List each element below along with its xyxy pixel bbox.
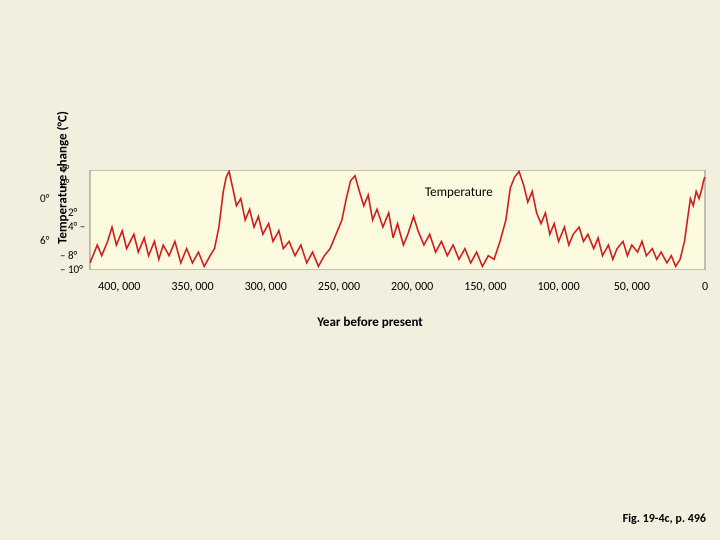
temperature-line-chart (30, 170, 710, 270)
figure-caption: Fig. 19-4c, p. 496 (623, 512, 706, 526)
x-tick: 400, 000 (98, 280, 140, 294)
y-tick: 2° (60, 177, 69, 190)
y-tick: – 10° (60, 263, 83, 276)
x-tick: 350, 000 (171, 280, 213, 294)
y-tick: – 2° (60, 206, 77, 219)
x-tick: 300, 000 (245, 280, 287, 294)
x-tick: 250, 000 (318, 280, 360, 294)
y-tick: 4° (60, 163, 69, 176)
x-tick: 150, 000 (464, 280, 506, 294)
y-tick: – 8° (60, 249, 77, 262)
x-tick: 200, 000 (391, 280, 433, 294)
x-tick: 100, 000 (537, 280, 579, 294)
series-label: Temperature (425, 185, 493, 200)
x-tick: 0 (702, 280, 708, 294)
chart-container: 4°2°– 2°– 4° –– 8°– 10°0°6° 400, 000350,… (30, 170, 710, 320)
x-tick: 50, 000 (614, 280, 650, 294)
y-tick: 0° (40, 192, 49, 205)
y-tick: – 4° – (60, 220, 85, 233)
y-tick: 6° (40, 234, 49, 247)
